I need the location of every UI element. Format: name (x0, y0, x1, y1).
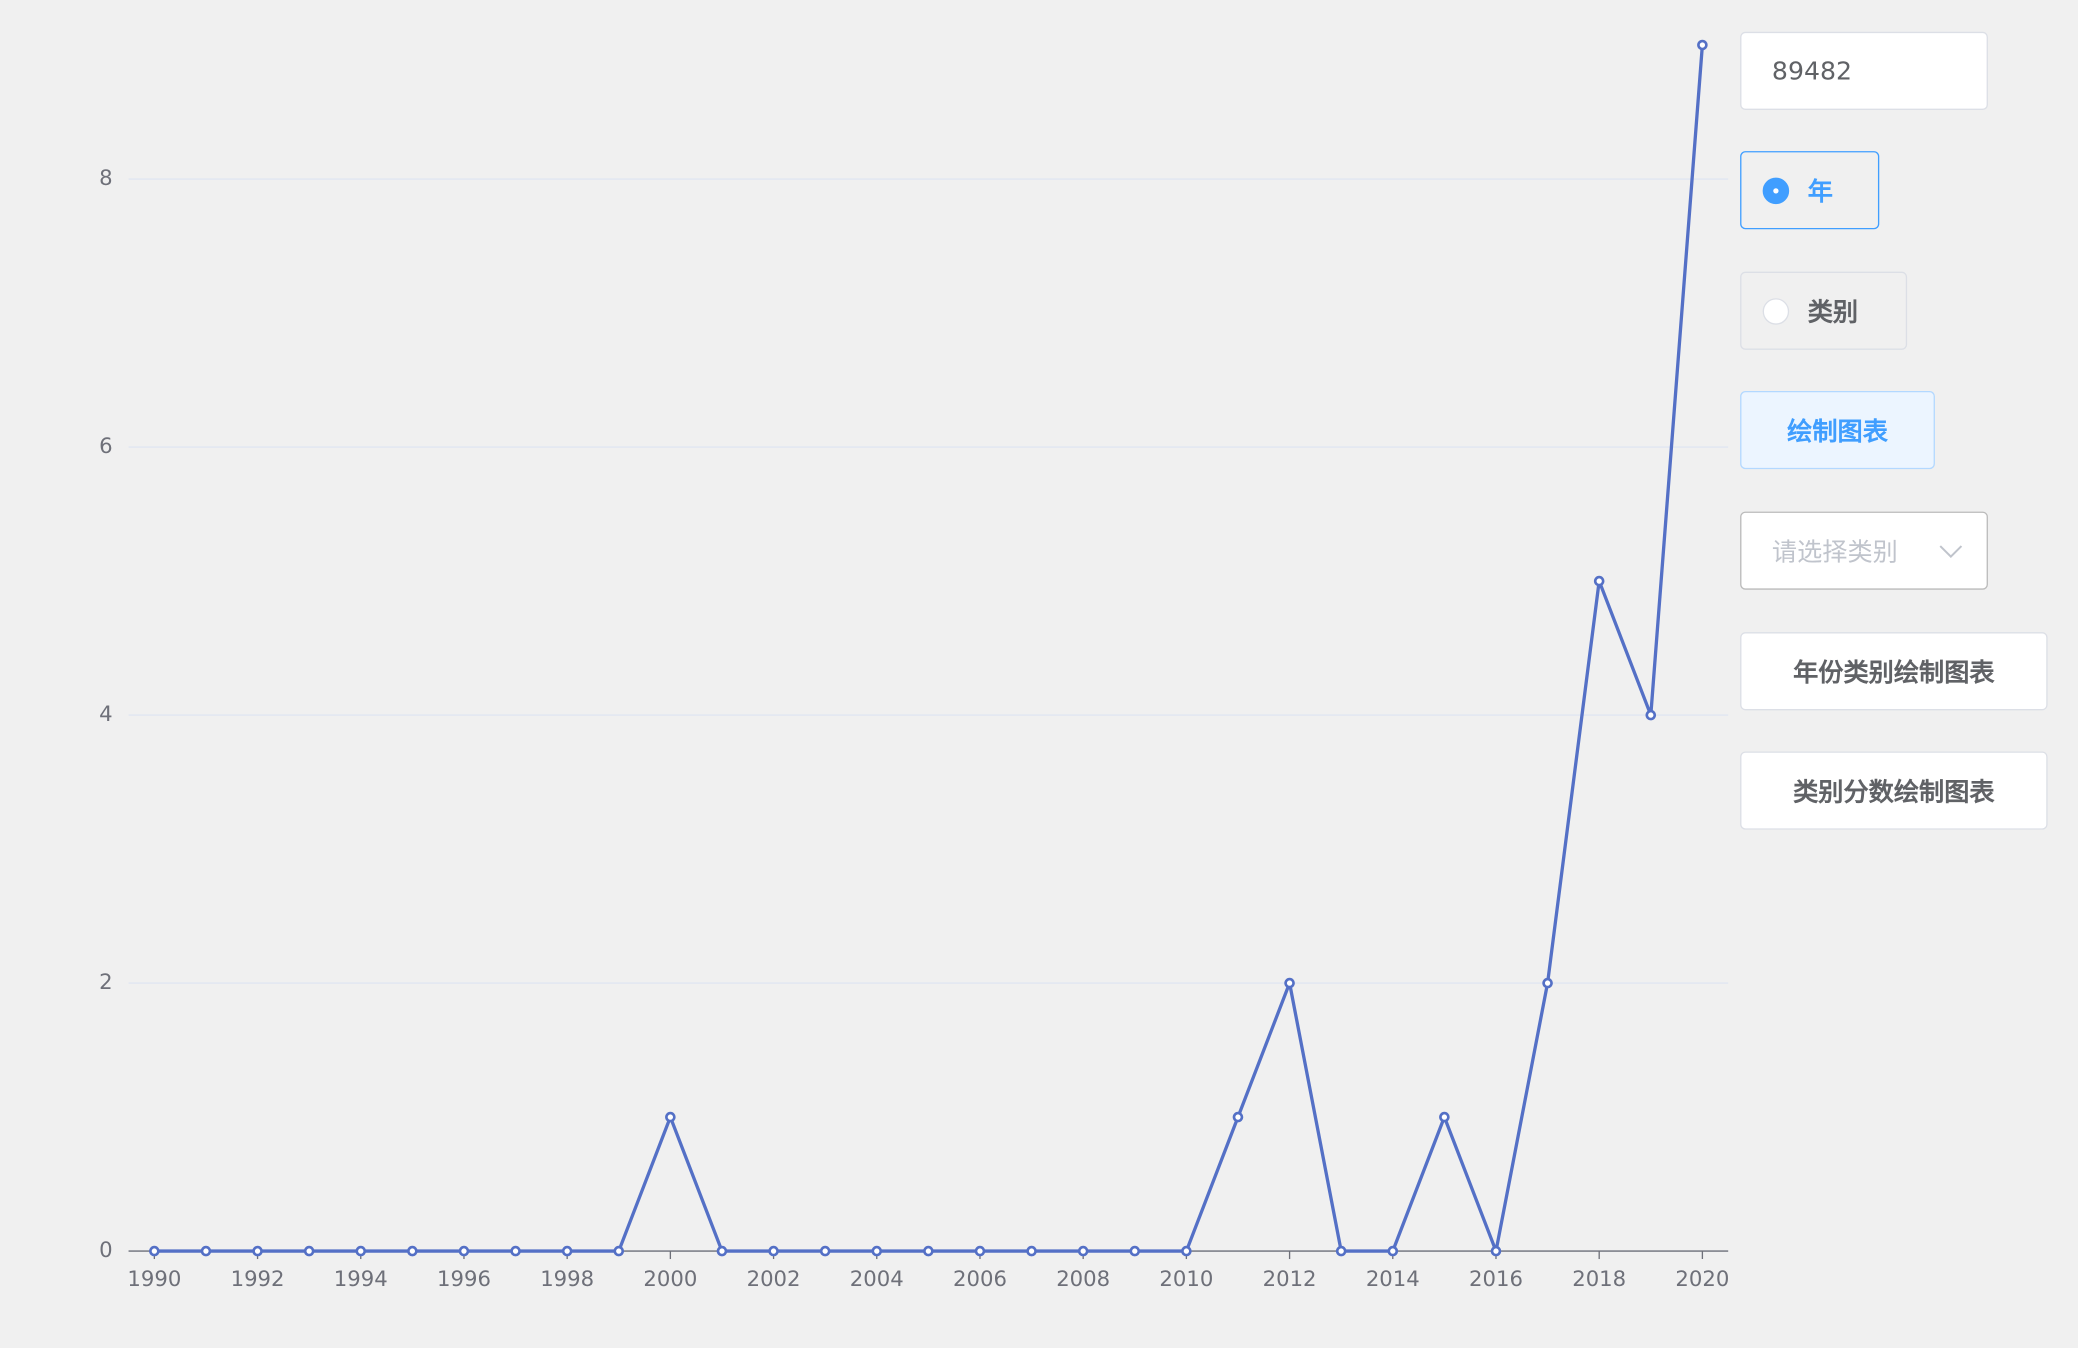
y-tick-label: 0 (99, 1237, 112, 1262)
point (510, 1245, 521, 1257)
point (871, 1245, 883, 1257)
y-tick-label: 2 (99, 969, 112, 994)
x-tick-label: 2004 (850, 1266, 904, 1291)
point (1026, 1245, 1037, 1257)
point (1387, 1245, 1399, 1257)
line (154, 44, 1705, 1253)
x-tick-label: 2014 (1366, 1266, 1420, 1291)
number-input[interactable]: 89482 (1740, 31, 1988, 110)
point (355, 1245, 367, 1257)
point (665, 1111, 676, 1123)
point (252, 1245, 263, 1257)
point (613, 1245, 625, 1257)
category-score-button[interactable]: 类别分数绘制图表 (1740, 751, 2048, 830)
x-tick-label: 1992 (231, 1266, 285, 1291)
select-placeholder: 请选择类别 (1771, 538, 1898, 568)
x-tick-label: 2006 (953, 1266, 1007, 1291)
draw-button[interactable]: 绘制图表 (1740, 390, 1935, 470)
point (1439, 1111, 1450, 1123)
x-tick-label: 1990 (127, 1266, 181, 1291)
point (1232, 1111, 1244, 1123)
point (561, 1245, 573, 1257)
point (407, 1245, 418, 1257)
point (458, 1245, 470, 1257)
category-select[interactable]: 请选择类别 (1740, 511, 1988, 590)
x-tick-label: 2018 (1572, 1266, 1626, 1291)
x-tick-label: 1994 (334, 1266, 388, 1291)
chevron (1939, 545, 1963, 558)
x-tick-label: 2010 (1159, 1266, 1213, 1291)
y-tick-label: 8 (99, 165, 112, 190)
year-category-button[interactable]: 年份类别绘制图表 (1740, 632, 2048, 711)
x-tick-label: 2008 (1056, 1266, 1110, 1291)
x-tick-label: 2000 (643, 1266, 697, 1291)
point (1335, 1245, 1347, 1257)
radio-category[interactable]: 类别 (1740, 271, 1908, 350)
point (1593, 575, 1605, 587)
chart: 0 2 4 6 8 1990 1992 1994 1996 1998 2000 2002 2004 200… (99, 39, 1729, 1291)
point (1284, 977, 1295, 989)
point (1697, 39, 1708, 51)
x-tick-label: 2020 (1675, 1266, 1729, 1291)
point (1542, 977, 1553, 989)
point (768, 1245, 779, 1257)
point (974, 1245, 986, 1257)
point (923, 1245, 934, 1257)
radio-label: 年 (1807, 177, 1833, 207)
x-tick-label: 2002 (747, 1266, 801, 1291)
point (819, 1245, 831, 1257)
point (1077, 1245, 1089, 1257)
point (200, 1245, 212, 1257)
radio-label: 类别 (1807, 298, 1859, 328)
point (1645, 709, 1657, 721)
x-tick-label: 2012 (1263, 1266, 1317, 1291)
point (1129, 1245, 1141, 1257)
point (303, 1245, 315, 1257)
radio-dot (1762, 297, 1790, 325)
x-tick-label: 1996 (437, 1266, 491, 1291)
point (1490, 1245, 1502, 1257)
point (1181, 1245, 1192, 1257)
radio-dot (1762, 176, 1790, 204)
radio-year[interactable]: 年 (1740, 151, 1880, 230)
y-tick-label: 6 (99, 433, 112, 458)
y-tick-label: 4 (99, 701, 112, 726)
x-tick-label: 1998 (540, 1266, 594, 1291)
point (149, 1245, 160, 1257)
point (716, 1245, 728, 1257)
x-tick-label: 2016 (1469, 1266, 1523, 1291)
